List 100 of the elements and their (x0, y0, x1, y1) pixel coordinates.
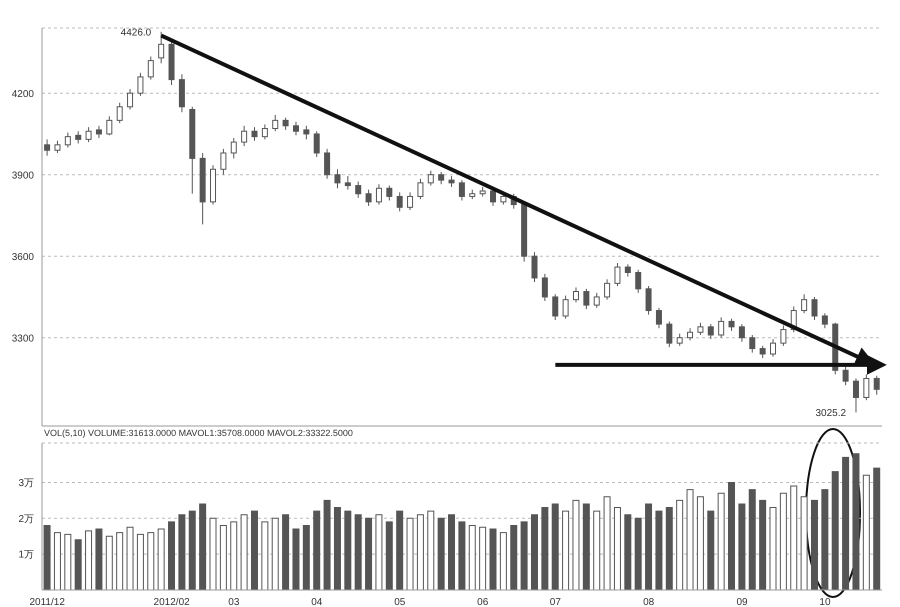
candlestick (646, 286, 652, 316)
y-tick-label: 3900 (12, 170, 34, 182)
bar (188, 510, 196, 590)
bar (250, 510, 258, 590)
bar (624, 514, 632, 590)
bar (74, 539, 82, 590)
bar (375, 514, 382, 590)
bar (54, 532, 61, 590)
candlestick (738, 324, 745, 342)
bar (468, 524, 476, 590)
bar (210, 518, 216, 590)
candlestick (583, 288, 590, 310)
bar (842, 456, 850, 590)
candlestick (241, 125, 248, 147)
candlestick (480, 186, 486, 197)
bar (562, 510, 570, 590)
bar (365, 518, 372, 590)
candlestick (344, 176, 351, 190)
y-tick-label: 4200 (12, 88, 34, 100)
candlestick (396, 192, 403, 212)
candlestick (75, 130, 82, 144)
bar (800, 496, 808, 590)
bar (572, 500, 580, 590)
candlestick (542, 273, 548, 302)
candlestick (376, 184, 382, 206)
bar (324, 500, 331, 590)
candlestick (106, 116, 112, 136)
bar (220, 524, 227, 590)
annotation: 4426.0 (120, 27, 152, 38)
candlestick (687, 328, 694, 341)
candlestick (417, 178, 424, 200)
candlestick (635, 269, 642, 294)
candlestick (96, 125, 102, 139)
candlestick (594, 292, 600, 308)
candlestick (469, 189, 476, 200)
candlestick (822, 312, 828, 329)
bar (116, 532, 124, 590)
bar (738, 503, 746, 590)
candlestick (262, 124, 268, 140)
bar (85, 530, 92, 590)
bar (634, 518, 642, 590)
bar (479, 526, 486, 590)
candlestick (760, 345, 766, 359)
candlestick (697, 322, 704, 336)
bar (541, 507, 548, 590)
bar (666, 507, 673, 590)
candlestick (812, 296, 818, 321)
bar (448, 514, 456, 590)
bar (292, 528, 300, 590)
x-tick-label: 06 (477, 597, 489, 607)
bar (696, 496, 704, 590)
candlestick (562, 295, 569, 320)
x-tick-label: 2012/02 (154, 597, 190, 607)
bar (707, 510, 714, 590)
candlestick (780, 324, 786, 346)
bar (810, 500, 818, 590)
candlestick (407, 192, 414, 211)
annotation: 3025.2 (815, 408, 847, 419)
bar (520, 521, 528, 590)
bar (614, 507, 621, 590)
bar (728, 482, 736, 590)
bar (686, 489, 694, 590)
candlestick (614, 262, 620, 287)
candlestick (852, 378, 859, 413)
x-tick-label: 03 (228, 597, 240, 607)
candlestick (552, 294, 558, 321)
bar (552, 503, 559, 590)
bar (126, 526, 134, 590)
bar (593, 510, 600, 590)
candlestick (624, 264, 631, 278)
bar (95, 528, 102, 590)
candlestick (252, 126, 258, 142)
candlestick (324, 148, 330, 180)
bar (873, 468, 880, 590)
candlestick (666, 320, 672, 348)
candlestick (282, 117, 289, 130)
candlestick (366, 189, 372, 206)
bar (500, 532, 507, 590)
bar (396, 510, 404, 590)
candlestick (718, 316, 724, 338)
bar (240, 514, 248, 590)
x-tick-label: 09 (736, 597, 748, 607)
candlestick (728, 318, 735, 332)
candlestick (386, 185, 392, 202)
bar (510, 524, 518, 590)
candlestick (355, 180, 362, 198)
candlestick (54, 140, 60, 154)
candlestick (64, 132, 71, 148)
candlestick (842, 366, 849, 386)
bar (168, 521, 176, 590)
candlestick (428, 170, 434, 186)
bar (106, 536, 113, 590)
candlestick (44, 138, 50, 156)
bar (147, 532, 154, 590)
bar (582, 503, 590, 590)
candlestick (749, 334, 756, 354)
bar (490, 528, 496, 590)
y-tick-label: 3万 (18, 478, 34, 489)
bar (645, 503, 652, 590)
bar (354, 514, 362, 590)
